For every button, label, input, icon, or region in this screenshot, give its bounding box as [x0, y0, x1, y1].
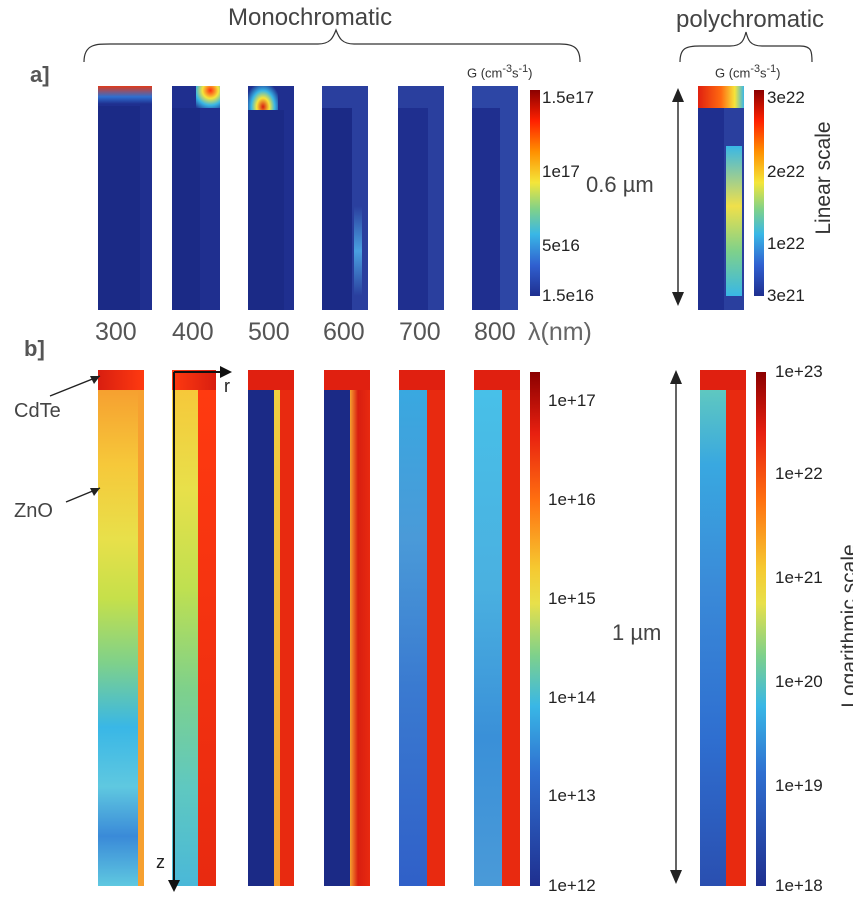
map-b-500 [248, 370, 294, 886]
map-a-800 [472, 86, 518, 310]
map-b-800 [474, 370, 520, 886]
cbar-a-mono-tick: 1e17 [542, 162, 580, 181]
map-a-700 [398, 86, 444, 310]
map-b-400 [172, 370, 216, 886]
colorbar-unit-poly: G (cm-3s-1) [715, 63, 781, 81]
axis-label-r: r [224, 376, 230, 396]
cbar-a-mono-tick: 5e16 [542, 236, 580, 255]
wavelength-label: 800 [474, 318, 516, 346]
dimension-bottom: 1 µm [612, 620, 662, 645]
colorbar-unit-mono: G (cm-3s-1) [467, 63, 533, 81]
map-b-700 [399, 370, 445, 886]
scale-label-linear: Linear scale [812, 121, 835, 235]
map-a-600 [322, 86, 368, 310]
map-a-500 [248, 86, 294, 310]
cbar-b-poly-tick: 1e+22 [775, 464, 823, 483]
cbar-b-mono-tick: 1e+17 [548, 391, 596, 410]
panel-label-b: b] [24, 336, 45, 361]
material-label-zno: ZnO [14, 500, 53, 522]
cbar-b-mono-tick: 1e+14 [548, 688, 596, 707]
cbar-b-poly-tick: 1e+20 [775, 672, 823, 691]
cbar-b-poly-tick: 1e+21 [775, 568, 823, 587]
wavelength-label: 300 [95, 318, 137, 346]
map-b-300 [98, 370, 144, 886]
map-a-300 [98, 86, 152, 310]
colorbar-a-mono [530, 90, 540, 296]
wavelength-label: 400 [172, 318, 214, 346]
colorbar-b-mono [530, 372, 540, 886]
colorbar-b-poly [756, 372, 766, 886]
cbar-b-mono-tick: 1e+12 [548, 876, 596, 895]
map-a-400 [172, 86, 220, 310]
cbar-a-poly-tick: 2e22 [767, 162, 805, 181]
cbar-b-poly-tick: 1e+19 [775, 776, 823, 795]
wavelength-axis-label: λ(nm) [528, 318, 592, 346]
wavelength-label: 600 [323, 318, 365, 346]
wavelength-label: 700 [399, 318, 441, 346]
panel-label-a: a] [30, 62, 50, 87]
cbar-b-poly-tick: 1e+23 [775, 362, 823, 381]
cbar-a-mono-tick: 1.5e16 [542, 286, 594, 305]
cbar-a-poly-tick: 3e21 [767, 286, 805, 305]
wavelength-label: 500 [248, 318, 290, 346]
map-b-600 [324, 370, 370, 886]
title-monochromatic: Monochromatic [228, 4, 393, 31]
cbar-a-poly-tick: 3e22 [767, 88, 805, 107]
map-a-poly [698, 86, 744, 310]
cbar-b-poly-tick: 1e+18 [775, 876, 823, 895]
dimension-top: 0.6 µm [586, 172, 654, 197]
axis-label-z: z [156, 852, 165, 872]
cbar-a-poly-tick: 1e22 [767, 234, 805, 253]
title-polychromatic: polychromatic [676, 6, 825, 33]
cbar-a-mono-tick: 1.5e17 [542, 88, 594, 107]
cbar-b-mono-tick: 1e+16 [548, 490, 596, 509]
cbar-b-mono-tick: 1e+15 [548, 589, 596, 608]
scale-label-log: Logarithmic scale [838, 544, 853, 708]
colorbar-a-poly [754, 90, 764, 296]
map-b-poly [700, 370, 746, 886]
material-label-cdte: CdTe [14, 400, 61, 422]
cbar-b-mono-tick: 1e+13 [548, 786, 596, 805]
